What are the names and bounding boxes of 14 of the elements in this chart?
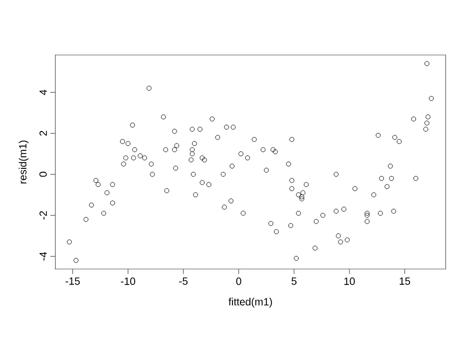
x-tick-label: -5 [179,278,188,285]
y-tick-label: -4 [40,252,47,260]
y-tick-label: 2 [39,130,47,136]
x-axis-title: fitted(m1) [228,298,272,308]
x-tick-label: -15 [66,278,80,285]
y-tick-label: -2 [39,211,47,220]
x-tick-label: 15 [400,278,410,285]
y-tick-label: 0 [39,172,47,177]
y-axis-title: resid(m1) [18,140,29,184]
x-tick-label: -10 [120,278,136,285]
x-tick-label: 10 [344,278,355,285]
x-tick-label: 5 [292,278,297,285]
x-tick-label: 0 [236,278,242,285]
y-tick-label: 4 [40,90,47,95]
